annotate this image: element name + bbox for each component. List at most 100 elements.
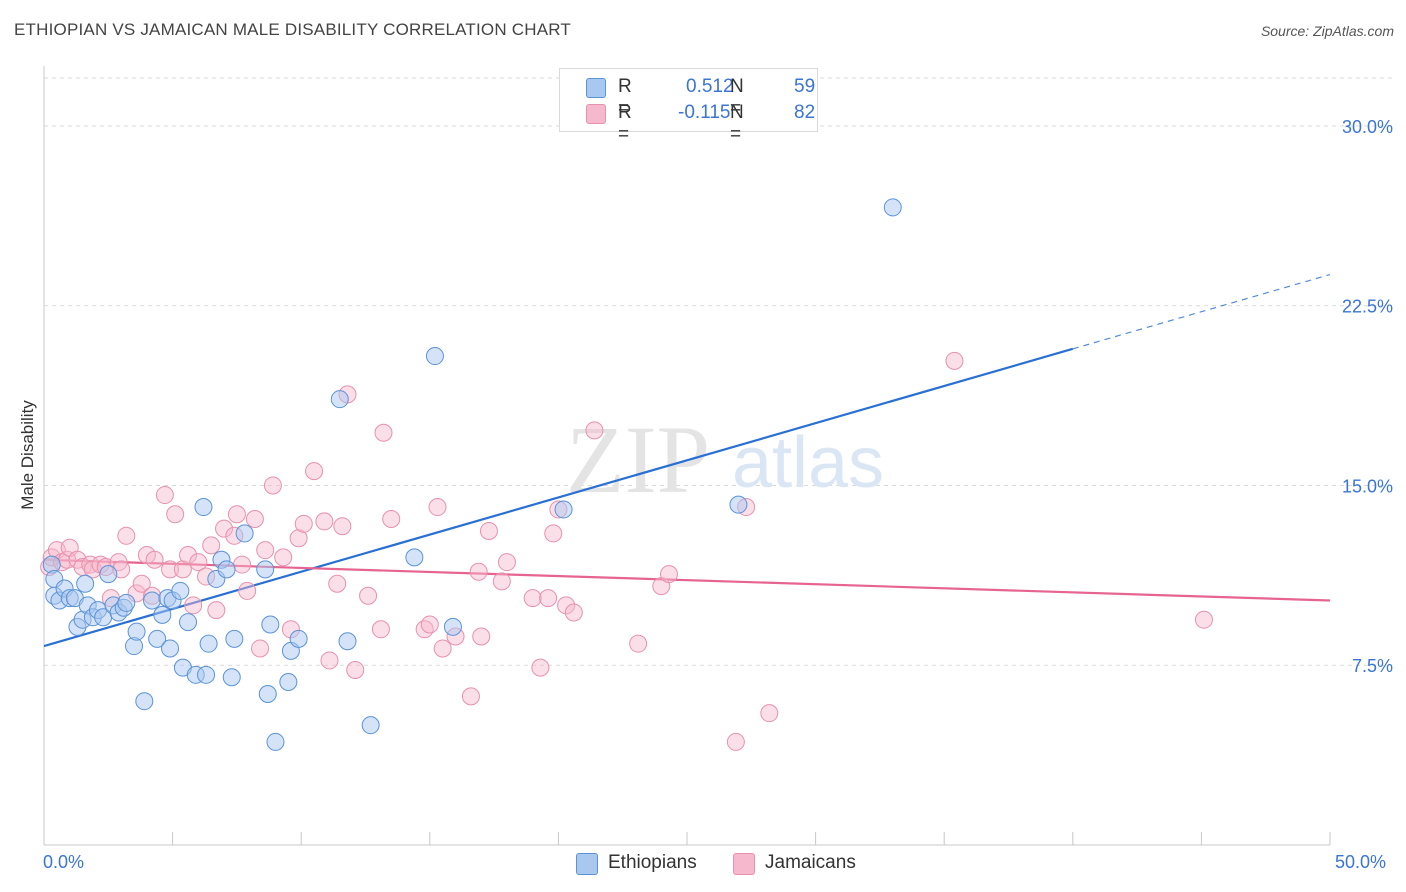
jamaicans-point xyxy=(320,651,339,670)
ethiopians-point xyxy=(425,347,444,366)
jamaicans-point xyxy=(585,421,604,440)
jamaicans-point xyxy=(263,476,282,495)
ethiopians-point xyxy=(153,605,172,624)
ethiopians-point xyxy=(330,390,349,409)
n-value: 59 xyxy=(794,76,816,97)
r-label: R = xyxy=(618,102,632,145)
jamaicans-point xyxy=(207,601,226,620)
ethiopians-point xyxy=(883,198,902,217)
ethiopians-point xyxy=(261,615,280,634)
ethiopians-point xyxy=(405,548,424,567)
ethiopians-point xyxy=(99,565,118,584)
jamaicans-point xyxy=(461,687,480,706)
y-tick-label: 15.0% xyxy=(1342,476,1393,496)
legend-label-jamaicans: Jamaicans xyxy=(765,852,856,873)
jamaicans-point xyxy=(173,560,192,579)
trend-layer xyxy=(43,273,1331,648)
ethiopians-point xyxy=(143,591,162,610)
jamaicans-point xyxy=(161,560,180,579)
jamaicans-point xyxy=(539,589,558,608)
ethiopians-point xyxy=(338,632,357,651)
jamaicans-point xyxy=(726,732,745,751)
ethiopians-point xyxy=(279,673,298,692)
jamaicans-point xyxy=(659,565,678,584)
ethiopians-trendline-extension xyxy=(1072,273,1331,350)
jamaicans-point xyxy=(428,498,447,517)
jamaicans-point xyxy=(415,620,434,639)
ethiopians-point xyxy=(148,629,167,648)
ethiopians-point xyxy=(135,692,154,711)
jamaicans-point xyxy=(564,603,583,622)
jamaicans-point xyxy=(155,486,174,505)
watermark-atlas: atlas xyxy=(732,423,884,503)
jamaicans-point xyxy=(629,634,648,653)
y-tick-label: 22.5% xyxy=(1342,297,1393,317)
jamaicans-point xyxy=(215,519,234,538)
ethiopians-point xyxy=(127,622,146,641)
jamaicans-point xyxy=(382,510,401,529)
jamaicans-point xyxy=(469,562,488,581)
jamaicans-point xyxy=(492,572,511,591)
y-tick-label: 30.0% xyxy=(1342,117,1393,137)
ethiopians-point xyxy=(258,684,277,703)
chart-title: ETHIOPIAN VS JAMAICAN MALE DISABILITY CO… xyxy=(14,20,572,39)
jamaicans-point xyxy=(472,627,491,646)
ethiopians-point xyxy=(76,574,95,593)
jamaicans-swatch xyxy=(733,853,755,875)
jamaicans-point xyxy=(132,574,151,593)
ethiopians-point xyxy=(171,581,190,600)
jamaicans-point xyxy=(497,553,516,572)
n-label: N = xyxy=(730,102,744,145)
ethiopians-point xyxy=(194,498,213,517)
jamaicans-point xyxy=(760,704,779,723)
jamaicans-point xyxy=(1194,610,1213,629)
ethiopians-point xyxy=(289,629,308,648)
correlation-legend: R = 0.512 N = 59 R = -0.115 N = 82 xyxy=(559,68,818,145)
ethiopians-point xyxy=(197,665,216,684)
jamaicans-point xyxy=(359,586,378,605)
jamaicans-point xyxy=(333,517,352,536)
n-value: 82 xyxy=(794,102,816,123)
jamaicans-swatch xyxy=(586,104,606,124)
grid-layer xyxy=(44,77,1393,666)
ethiopians-point xyxy=(222,668,241,687)
r-value: -0.115 xyxy=(678,102,731,123)
ethiopians-point xyxy=(256,560,275,579)
jamaicans-point xyxy=(328,574,347,593)
jamaicans-point xyxy=(117,526,136,545)
jamaicans-point xyxy=(145,550,164,569)
jamaicans-point xyxy=(945,351,964,370)
y-axis-label: Male Disability xyxy=(18,400,37,510)
points-layer xyxy=(40,198,1213,751)
ethiopians-point xyxy=(199,634,218,653)
ethiopians-point xyxy=(217,560,236,579)
jamaicans-point xyxy=(420,615,439,634)
jamaicans-point xyxy=(433,639,452,658)
jamaicans-point xyxy=(371,620,390,639)
jamaicans-point xyxy=(233,555,252,574)
jamaicans-point xyxy=(189,553,208,572)
jamaicans-point xyxy=(531,658,550,677)
jamaicans-point xyxy=(374,423,393,442)
jamaicans-point xyxy=(251,639,270,658)
ethiopians-point xyxy=(361,716,380,735)
ethiopians-point xyxy=(266,732,285,751)
jamaicans-point xyxy=(274,548,293,567)
ethiopians-swatch xyxy=(586,78,606,98)
legend-label-ethiopians: Ethiopians xyxy=(608,852,697,873)
jamaicans-point xyxy=(227,505,246,524)
y-tick-label: 7.5% xyxy=(1352,656,1393,676)
ethiopians-point xyxy=(729,495,748,514)
source-label: Source: ZipAtlas.com xyxy=(1260,23,1394,39)
ethiopians-point xyxy=(443,617,462,636)
jamaicans-point xyxy=(245,510,264,529)
jamaicans-point xyxy=(81,555,100,574)
axis-layer xyxy=(43,66,1331,846)
ethiopians-point xyxy=(225,629,244,648)
jamaicans-point xyxy=(557,596,576,615)
ethiopians-swatch xyxy=(576,853,598,875)
jamaicans-point xyxy=(238,581,257,600)
ethiopians-point xyxy=(117,593,136,612)
r-label: R = xyxy=(618,76,632,119)
jamaicans-point xyxy=(179,545,198,564)
